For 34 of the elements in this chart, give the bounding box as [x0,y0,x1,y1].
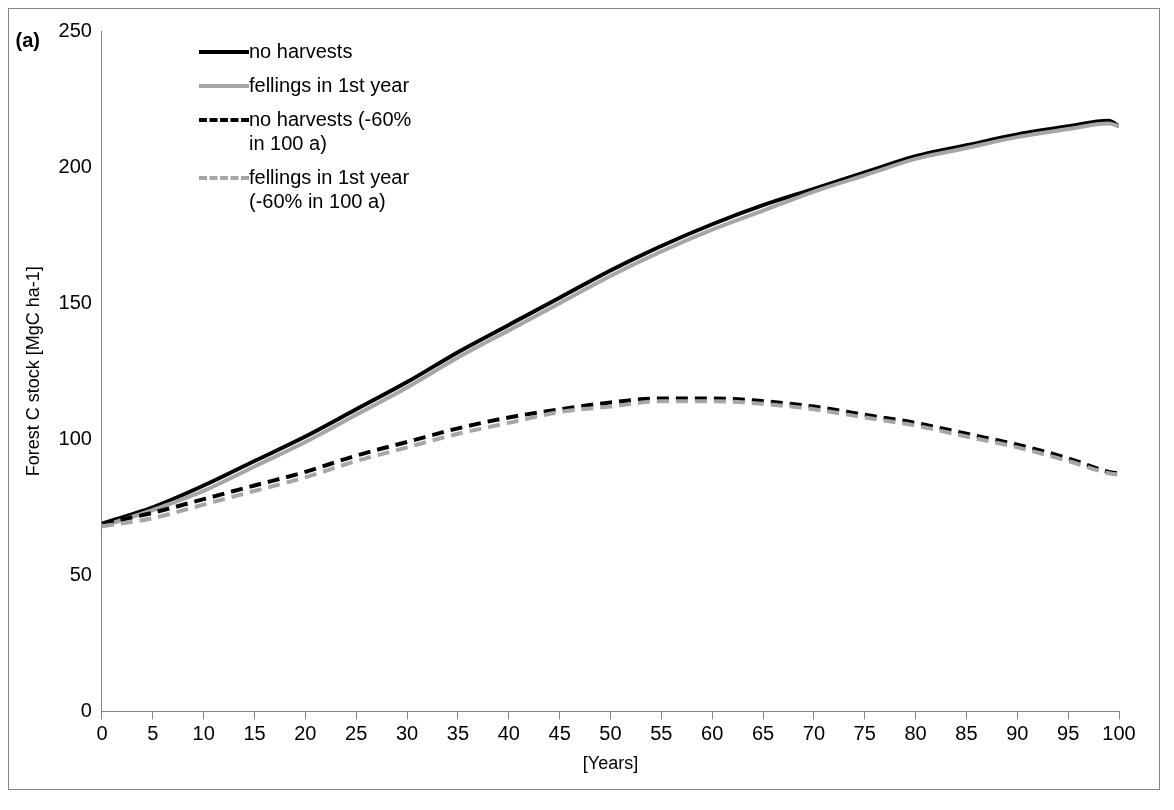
legend-label: fellings in 1st year [249,73,411,97]
x-tick-label: 40 [497,721,520,744]
text: (a) [15,28,40,51]
x-tick-label: 30 [395,721,419,744]
x-tick-label: 65 [751,721,775,744]
x-axis-title: [Years] [582,753,639,774]
x-tick-label: 85 [955,721,978,744]
y-tick-label: 50 [69,562,92,585]
x-tick-label: 90 [1006,721,1029,744]
x-tick-label: 15 [243,721,266,744]
x-tick-label: 70 [802,721,826,744]
x-tick-label: 55 [650,721,673,744]
y-tick-label: 150 [58,290,92,313]
x-tick-label: 35 [446,721,470,744]
x-tick-label: 20 [294,721,317,744]
y-axis-title: Forest C stock [MgC ha-1] [22,266,43,477]
x-tick-label: 75 [853,721,876,744]
x-tick-label: 95 [1057,721,1080,744]
legend-label: no harvests [249,39,354,63]
y-tick-label: 100 [58,426,92,449]
y-tick-label: 200 [58,154,92,177]
legend-label: no harvests (-60% in 100 a) [249,107,413,155]
x-tick-label: 5 [147,721,159,744]
x-tick-label: 25 [345,721,368,744]
y-tick-label: 0 [80,698,92,721]
x-tick-label: 80 [904,721,927,744]
legend-label: fellings in 1st year (-60% in 100 a) [249,165,411,213]
x-tick-label: 0 [96,721,108,744]
y-tick-label: 250 [58,18,92,41]
x-tick-label: 10 [192,721,215,744]
x-tick-label: 100 [1102,721,1136,744]
x-tick-label: 50 [599,721,622,744]
x-tick-label: 45 [548,721,571,744]
x-tick-label: 60 [701,721,724,744]
